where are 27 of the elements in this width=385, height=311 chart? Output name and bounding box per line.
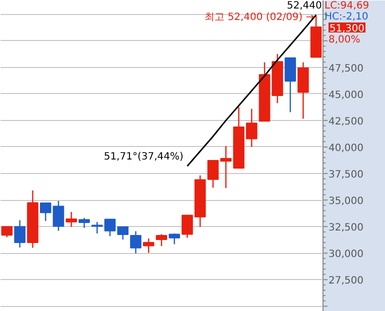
annotation: 51,71°(37,44%) [104, 152, 184, 163]
candlestick [142, 238, 154, 254]
y-tick-label: 45,000 [328, 90, 364, 101]
candlestick [1, 226, 13, 238]
annotation: 52,440 [286, 0, 322, 12]
y-tick-label: 30,000 [328, 249, 364, 260]
annotation: 최고 52,400 (02/09) → [204, 12, 314, 23]
candlestick [14, 220, 26, 248]
candlestick [40, 202, 52, 222]
candlestick [130, 230, 142, 254]
candlestick [284, 57, 296, 113]
candlestick [52, 200, 64, 232]
y-tick-label: 27,500 [328, 276, 364, 287]
text: LC:94,69 [324, 0, 370, 12]
text: 8,00% [328, 34, 360, 46]
candlestick [156, 234, 168, 247]
text: HC:-2,10 [324, 12, 368, 22]
candlestick [66, 211, 77, 228]
y-tick-label: 42,500 [328, 116, 364, 128]
y-tick-label: 37,500 [328, 170, 364, 181]
y-tick-label: 47,500 [328, 63, 364, 74]
y-tick-label: 35,000 [328, 196, 364, 208]
text: 51,300 [330, 24, 364, 34]
y-tick-label: 32,500 [328, 222, 364, 234]
line-series [186, 14, 317, 167]
y-tick-label: 40,000 [328, 142, 364, 154]
candlestick [78, 217, 90, 228]
